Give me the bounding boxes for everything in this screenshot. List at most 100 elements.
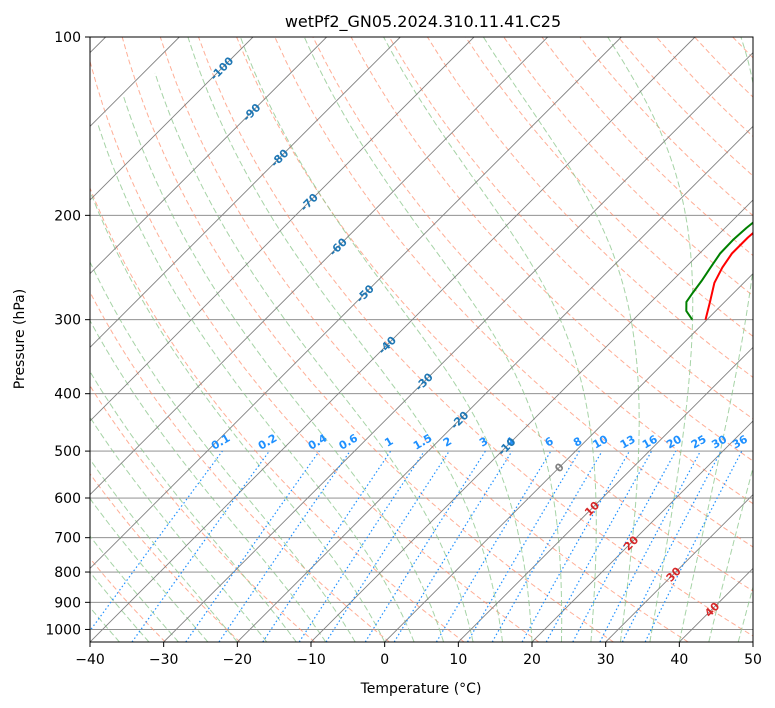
moist-adiabat-line <box>154 72 474 642</box>
y-tick-label: 800 <box>54 565 81 581</box>
dry-adiabat-line <box>236 37 753 592</box>
mixing-ratio-line <box>218 450 351 642</box>
dry-adiabat-line <box>350 37 753 462</box>
isotherm-label: 20 <box>621 533 641 553</box>
isotherm-label: -60 <box>327 235 350 258</box>
moist-adiabat-line <box>90 260 356 642</box>
dry-adiabat-line <box>388 37 753 420</box>
x-tick-label: −10 <box>296 652 326 668</box>
isotherm-label: 30 <box>664 564 684 584</box>
y-axis-title: Pressure (hPa) <box>12 289 28 389</box>
mixing-ratio-label: 1.5 <box>411 432 434 453</box>
moist-adiabat-line <box>122 94 445 642</box>
plot-area <box>90 37 775 642</box>
moist-adiabat-line <box>90 370 297 642</box>
dry-adiabat-line <box>771 37 775 642</box>
dry-adiabat-line <box>465 37 753 338</box>
y-tick-label: 600 <box>54 491 81 507</box>
moist-adiabat-line <box>482 37 640 642</box>
isotherm-line <box>90 37 696 642</box>
dry-adiabat-line <box>732 37 753 59</box>
x-tick-label: 30 <box>597 652 615 668</box>
moist-adiabat-line <box>90 319 327 642</box>
moist-adiabat-line <box>90 497 209 642</box>
dry-adiabat-line <box>121 37 614 642</box>
plot-frame <box>89 36 754 643</box>
dry-adiabat-line <box>694 37 753 98</box>
dry-adiabat-line <box>90 186 465 642</box>
mixing-ratio-line <box>644 450 743 642</box>
mixing-ratio-label: 36 <box>730 432 750 451</box>
y-tick-label: 300 <box>54 313 81 329</box>
isotherm-line <box>90 37 254 201</box>
dry-adiabat-line <box>274 37 753 548</box>
isotherm-label: -100 <box>208 54 237 83</box>
y-tick-label: 1000 <box>45 622 81 638</box>
moist-adiabat-line <box>303 37 563 642</box>
dry-adiabat-line <box>503 37 753 297</box>
dry-adiabat-line <box>90 59 540 642</box>
x-tick-label: −20 <box>223 652 253 668</box>
mixing-ratio-line <box>298 450 425 642</box>
mixing-ratio-line <box>393 450 513 642</box>
isotherm-line <box>163 52 753 642</box>
dry-adiabat-line <box>90 291 390 642</box>
x-tick-label: −40 <box>75 652 105 668</box>
mixing-ratio-label: 0.4 <box>306 431 330 452</box>
dry-adiabat-line <box>656 37 753 138</box>
dewpoint-profile-line <box>685 221 753 321</box>
mixing-ratio-line <box>90 450 223 632</box>
mixing-ratio-line <box>435 450 552 642</box>
x-tick-label: 50 <box>744 652 762 668</box>
moist-adiabat-line <box>90 458 238 642</box>
moist-adiabat-line <box>97 123 415 642</box>
isotherm-label: -20 <box>448 408 471 431</box>
dry-adiabat-line <box>90 557 166 642</box>
isotherm-line <box>90 37 548 496</box>
moist-adiabat-line <box>607 37 694 642</box>
isotherm-line <box>384 273 753 642</box>
y-tick-label: 500 <box>54 444 81 460</box>
isotherm-label: -80 <box>268 146 291 169</box>
isotherm-line <box>679 567 753 642</box>
moist-adiabat-line <box>187 37 503 642</box>
chart-title: wetPf2_GN05.2024.310.11.41.C25 <box>285 12 561 32</box>
y-tick-label: 400 <box>54 387 81 403</box>
isotherm-label: -30 <box>413 370 436 393</box>
mixing-ratio-line <box>364 450 486 642</box>
isotherm-label: -10 <box>495 435 518 458</box>
isotherm-label: 0 <box>552 460 567 475</box>
isotherm-label: -70 <box>298 191 321 214</box>
mixing-ratio-line <box>521 450 631 642</box>
isotherm-line <box>458 346 753 642</box>
mixing-ratio-label: 1 <box>382 435 395 450</box>
x-tick-label: 20 <box>523 652 541 668</box>
y-tick-label: 900 <box>54 595 81 611</box>
mixing-ratio-label: 2 <box>441 435 454 450</box>
isotherm-label: -50 <box>354 282 377 305</box>
temperature-profile-line <box>704 231 753 320</box>
x-tick-label: −30 <box>149 652 179 668</box>
mixing-ratio-label: 6 <box>543 434 556 449</box>
mixing-ratio-line <box>325 450 450 642</box>
isotherm-line <box>752 641 753 642</box>
x-tick-label: 0 <box>380 652 389 668</box>
mixing-ratio-label: 30 <box>709 432 729 451</box>
dry-adiabat-line <box>198 37 753 637</box>
moist-adiabat-line <box>383 37 597 642</box>
y-tick-label: 200 <box>54 208 81 224</box>
isotherm-line <box>310 199 753 642</box>
mixing-ratio-line <box>572 450 677 642</box>
moist-adiabat-line <box>90 189 386 642</box>
mixing-ratio-line <box>131 450 270 642</box>
isotherm-line <box>90 37 622 569</box>
mixing-ratio-label: 13 <box>618 433 638 452</box>
dry-adiabat-line <box>159 37 689 642</box>
mixing-ratio-label: 8 <box>571 435 584 450</box>
isotherm-line <box>90 37 401 348</box>
mixing-ratio-label: 0.2 <box>256 432 279 453</box>
moist-adiabat-line <box>90 416 268 642</box>
axes: −40 −30 −20 −10 0 10 20 30 40 5010020030040050060… <box>45 30 762 668</box>
isotherm-line <box>90 37 475 422</box>
